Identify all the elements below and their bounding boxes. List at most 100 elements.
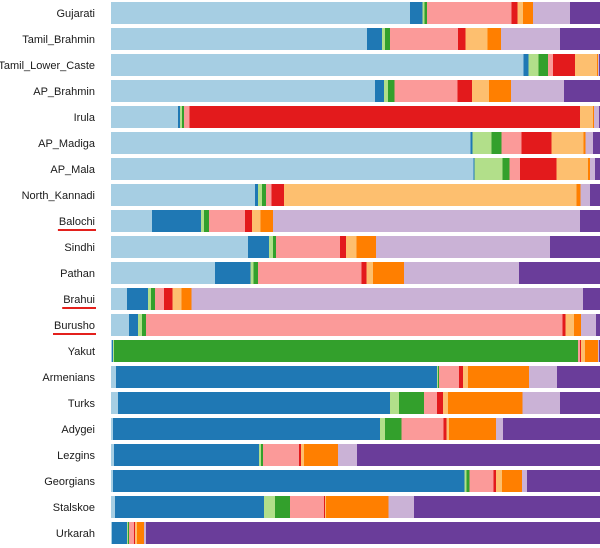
bar-segment: [593, 106, 595, 128]
bar-segment: [127, 522, 129, 544]
bar-segment: [111, 236, 249, 258]
bar-segment: [262, 444, 300, 466]
bar-segment: [183, 106, 190, 128]
bar-segment: [111, 444, 114, 466]
bar-segment: [111, 522, 128, 544]
bar-segment: [447, 392, 523, 414]
bar-segment: [141, 314, 146, 336]
bar-segment: [113, 340, 578, 362]
bar-segment: [181, 288, 192, 310]
bar-segment: [111, 54, 524, 76]
bar-segment: [466, 470, 470, 492]
bar-segment: [128, 522, 130, 544]
bar-segment: [179, 106, 182, 128]
bar-segment: [464, 470, 467, 492]
bar-segment: [260, 444, 263, 466]
bar-segment: [127, 288, 149, 310]
bar-row: [111, 392, 600, 414]
bar-segment: [111, 210, 153, 232]
bar-segment: [390, 392, 399, 414]
bar-segment: [580, 340, 585, 362]
bar-segment: [437, 366, 439, 388]
bar-segment: [244, 210, 252, 232]
bar-segment: [265, 184, 272, 206]
bar-segment: [517, 2, 524, 24]
bar-row: [111, 522, 600, 544]
category-label: Tamil_Brahmin: [22, 34, 95, 46]
bar-segment: [340, 236, 346, 258]
bar-segment: [264, 496, 275, 518]
bar-segment: [111, 2, 411, 24]
bar-segment: [521, 132, 552, 154]
bar-segment: [457, 80, 472, 102]
bar-segment: [594, 106, 600, 128]
bar-segment: [385, 418, 402, 440]
bar-segment: [112, 470, 465, 492]
bar-segment: [129, 522, 134, 544]
bar-row: [111, 262, 600, 284]
bar-segment: [443, 418, 447, 440]
bar-segment: [388, 496, 415, 518]
bar-segment: [559, 392, 600, 414]
bar-segment: [580, 184, 591, 206]
bar-segment: [380, 418, 386, 440]
bar-segment: [590, 184, 600, 206]
bar-segment: [324, 496, 326, 518]
bar-segment: [550, 236, 600, 258]
category-label: AP_Mala: [50, 164, 96, 176]
bar-segment: [562, 314, 566, 336]
bar-segment: [403, 262, 519, 284]
category-label: Armenians: [42, 372, 95, 384]
bar-segment: [191, 288, 583, 310]
bar-segment: [129, 314, 138, 336]
bar-segment: [148, 288, 152, 310]
bar-segment: [532, 2, 571, 24]
category-label: Yakut: [68, 346, 95, 358]
bar-segment: [111, 158, 474, 180]
bar-segment: [559, 28, 600, 50]
category-label: Tamil_Lower_Caste: [0, 60, 95, 72]
bar-segment: [301, 444, 304, 466]
bar-segment: [357, 444, 600, 466]
category-label: Turks: [68, 398, 96, 410]
bar-row: [111, 418, 600, 440]
bar-segment: [275, 236, 341, 258]
bar-segment: [253, 262, 259, 284]
bar-segment: [575, 54, 598, 76]
bar-segment: [137, 314, 142, 336]
category-label: Adygei: [61, 424, 95, 436]
bar-segment: [489, 80, 511, 102]
bar-segment: [518, 262, 600, 284]
bar-segment: [523, 54, 529, 76]
bar-segment: [590, 158, 596, 180]
bar-segment: [493, 470, 497, 492]
bar-segment: [579, 340, 581, 362]
bar-segment: [472, 132, 492, 154]
bar-segment: [111, 262, 216, 284]
bar-segment: [215, 262, 251, 284]
bar-segment: [576, 184, 581, 206]
category-label: Sindhi: [64, 242, 95, 254]
bar-segment: [373, 262, 404, 284]
label-underline: [57, 229, 96, 231]
bar-segment: [375, 236, 551, 258]
bar-segment: [496, 418, 504, 440]
bar-segment: [274, 496, 290, 518]
bar-segment: [361, 262, 367, 284]
bar-segment: [511, 2, 518, 24]
bar-segment: [427, 2, 512, 24]
bar-segment: [273, 236, 276, 258]
bar-segment: [155, 288, 164, 310]
bar-segment: [385, 28, 390, 50]
bar-segment: [579, 210, 600, 232]
bar-segment: [151, 288, 156, 310]
bar-segment: [111, 392, 118, 414]
bar-segment: [522, 392, 560, 414]
bar-row: [111, 496, 600, 518]
bar-segment: [345, 236, 357, 258]
bar-segment: [522, 470, 528, 492]
bar-segment: [259, 444, 261, 466]
bar-segment: [326, 496, 389, 518]
bar-segment: [111, 314, 130, 336]
bar-segment: [250, 262, 254, 284]
